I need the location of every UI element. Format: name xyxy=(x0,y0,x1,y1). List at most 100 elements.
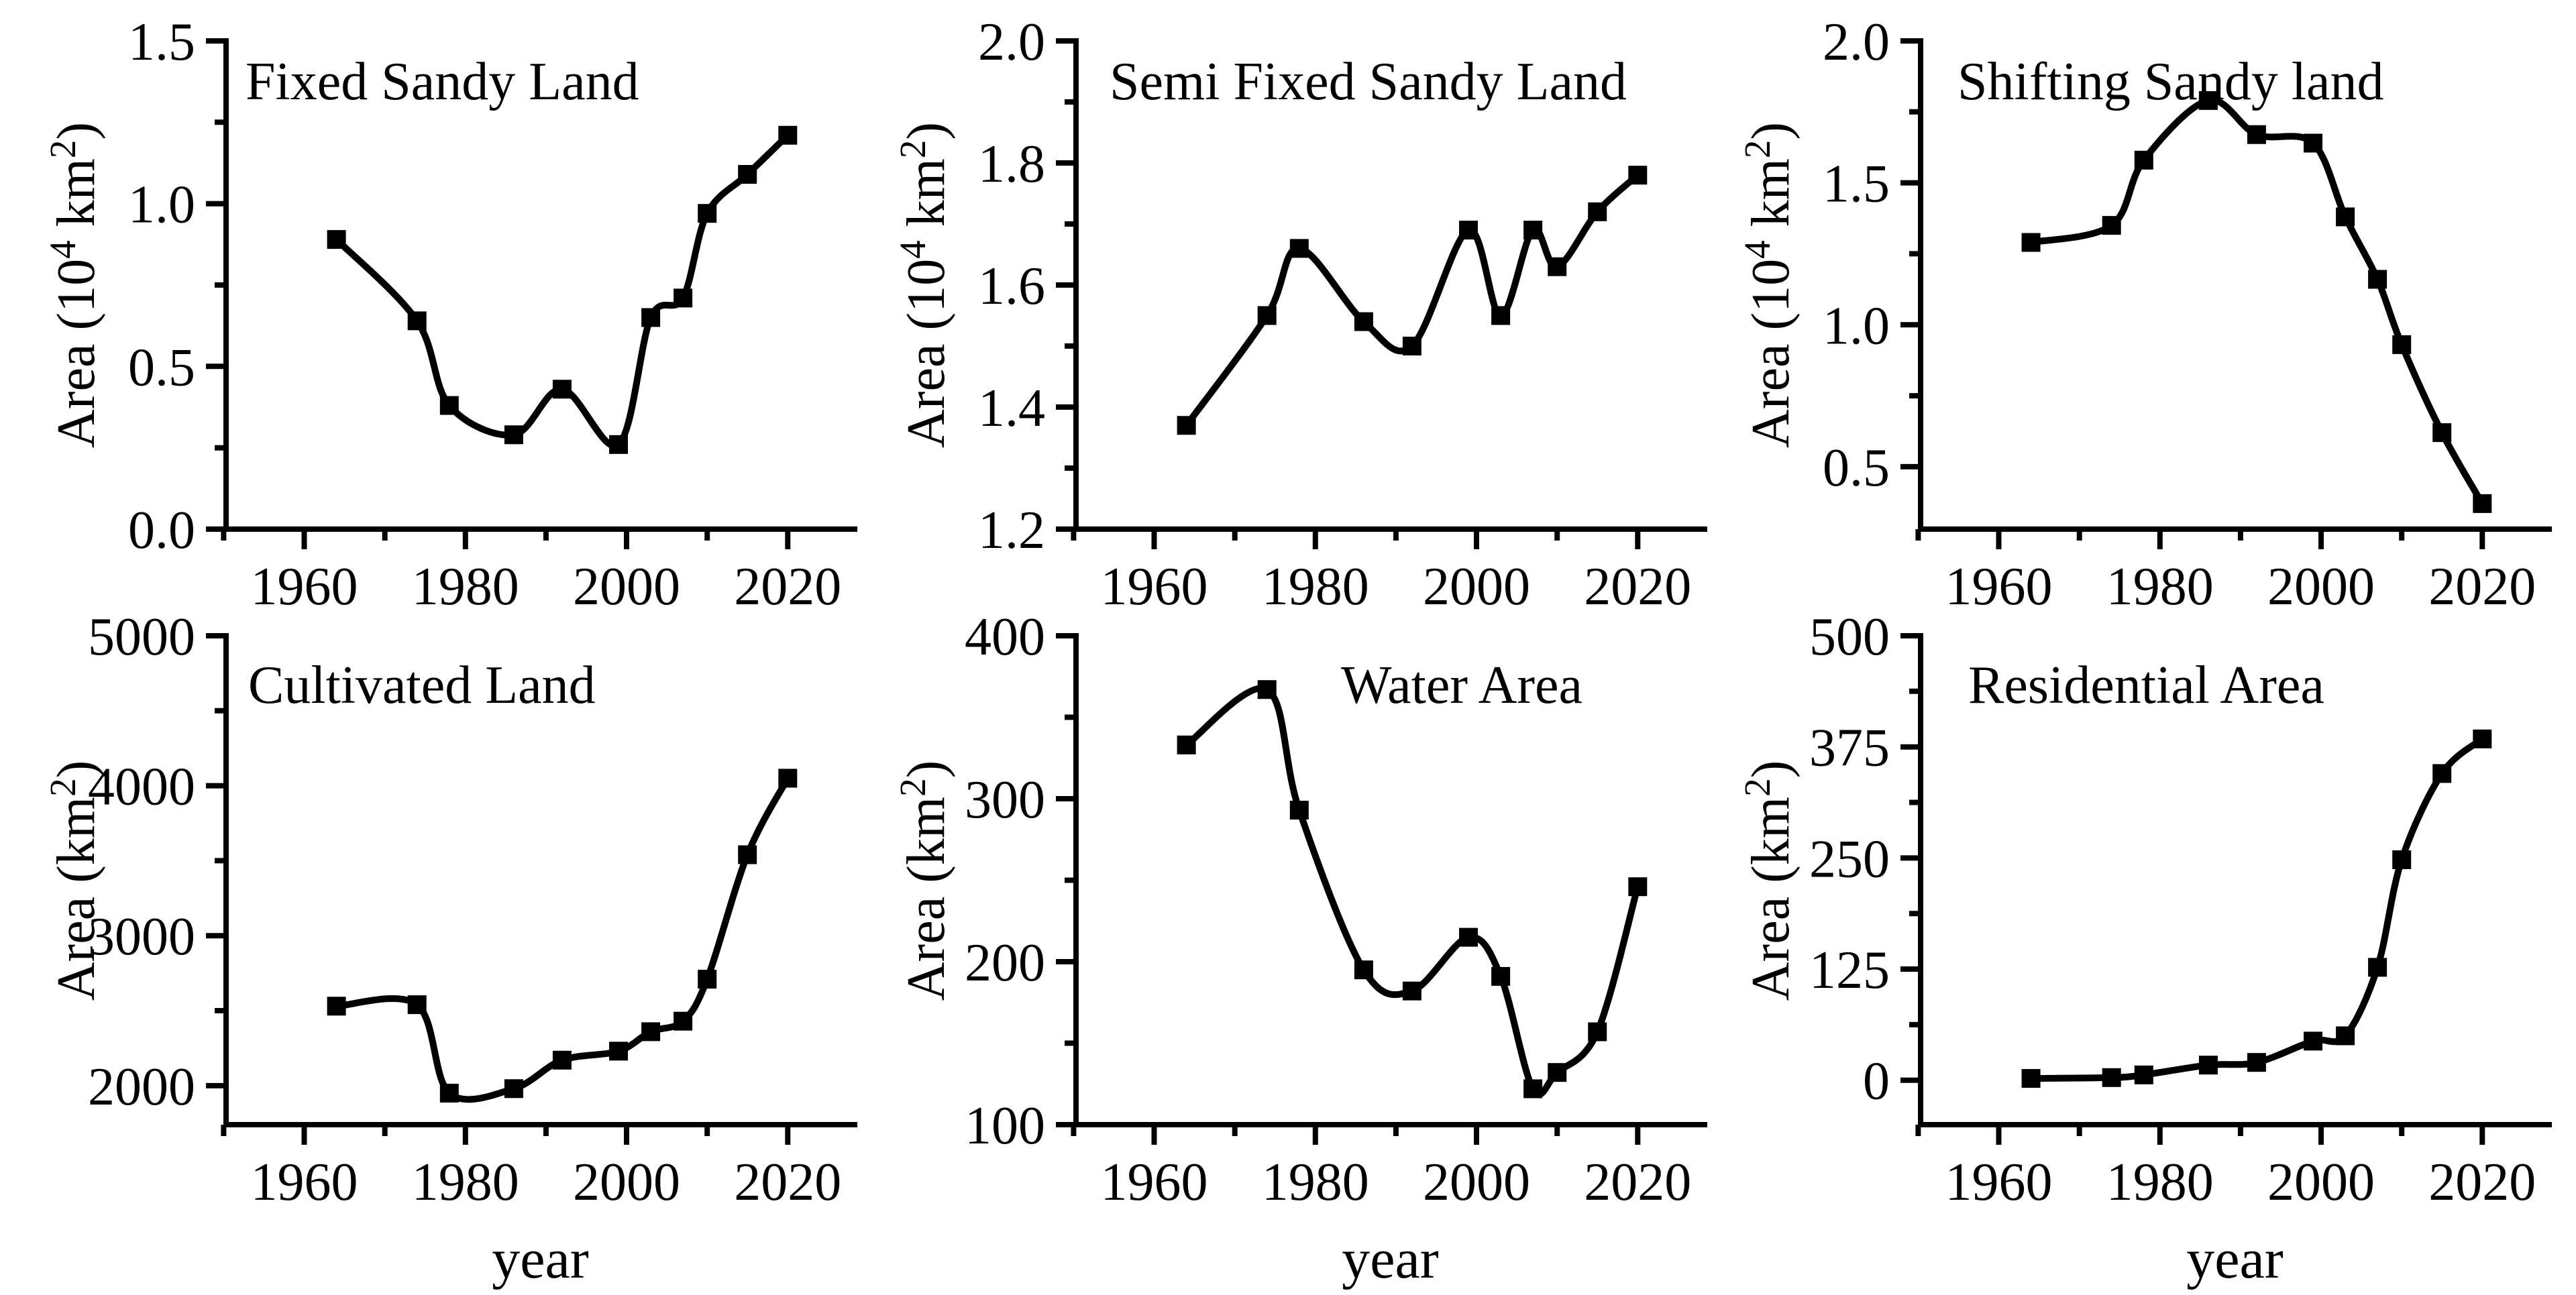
data-point-marker xyxy=(1588,1022,1607,1041)
x-axis-label: year xyxy=(2186,1228,2284,1290)
x-tick-label: 1980 xyxy=(412,557,519,616)
x-tick-label: 2000 xyxy=(573,557,680,616)
y-tick-label: 1.0 xyxy=(128,176,195,235)
data-point-marker xyxy=(1354,960,1373,980)
x-tick-label: 2020 xyxy=(2428,557,2536,616)
x-ticks: 1960 1980 2000 2020 xyxy=(221,529,841,616)
x-axis-label: year xyxy=(492,1228,589,1290)
y-axis-label: Area (km2) xyxy=(892,761,956,1001)
data-point-marker xyxy=(2198,1056,2218,1075)
y-axis-label-superscript: 4 xyxy=(1737,240,1778,259)
y-axis-label-part: Area (10 xyxy=(47,259,106,448)
data-point-marker xyxy=(552,380,572,399)
x-tick-label: 2000 xyxy=(2267,1153,2375,1212)
data-point-marker xyxy=(407,311,427,331)
data-point-marker xyxy=(1628,166,1648,185)
x-tick-label: 1980 xyxy=(2106,557,2214,616)
panel-title: Semi Fixed Sandy Land xyxy=(1110,52,1627,111)
data-point-marker xyxy=(2432,764,2452,783)
y-ticks: 0.0 0.5 1.0 1.5 xyxy=(128,13,226,560)
data-point-marker xyxy=(698,970,717,989)
y-tick-label: 1.4 xyxy=(978,379,1045,438)
x-tick-label: 2020 xyxy=(1584,557,1691,616)
y-axis-label-superscript: 4 xyxy=(892,240,933,259)
y-axis-label-superscript: 4 xyxy=(42,240,83,259)
y-ticks: 1.2 1.4 1.6 1.8 2.0 xyxy=(978,13,1076,560)
panel-title: Shifting Sandy land xyxy=(1957,52,2384,111)
y-axis-label: Area (km2) xyxy=(1737,761,1801,1001)
data-point-marker xyxy=(1459,221,1478,240)
data-point-marker xyxy=(1289,239,1309,258)
data-point-marker xyxy=(1459,927,1478,947)
y-tick-label: 0.5 xyxy=(1823,439,1890,498)
data-point-marker xyxy=(609,1041,628,1061)
data-point-marker xyxy=(439,396,459,415)
x-tick-label: 1960 xyxy=(1101,1153,1208,1212)
data-point-marker xyxy=(2336,1026,2355,1046)
data-point-marker xyxy=(2247,1053,2266,1072)
data-point-marker xyxy=(2473,494,2492,513)
x-tick-label: 2020 xyxy=(734,557,841,616)
data-point-marker xyxy=(2473,729,2492,748)
y-tick-label: 1.5 xyxy=(1823,155,1890,214)
y-axis-label-part: Area (10 xyxy=(1741,259,1801,448)
data-point-marker xyxy=(1588,202,1607,221)
y-axis-label: Area (104 km2) xyxy=(42,122,106,448)
data-point-marker xyxy=(1354,312,1373,331)
panel-residential-area: 0 125 250 375 500 1960 1980 2000 2020 Residential… xyxy=(1737,608,2552,1290)
x-ticks: 1960 1980 2000 2020 xyxy=(1071,1125,1691,1212)
x-tick-label: 2020 xyxy=(1584,1153,1691,1212)
data-point-marker xyxy=(2304,133,2322,153)
y-tick-label: 3000 xyxy=(88,907,195,966)
panel-shifting-sandy-land: 0.5 1.0 1.5 2.0 1960 1980 2000 2020 Shifting San… xyxy=(1737,13,2552,616)
data-point-marker xyxy=(2134,150,2153,170)
panel-title: Residential Area xyxy=(1968,656,2324,715)
y-axis-label-part: Area (km xyxy=(897,797,956,1001)
y-tick-label: 5000 xyxy=(88,608,195,667)
x-tick-label: 1980 xyxy=(1262,557,1369,616)
y-axis-label-part: ) xyxy=(47,761,106,779)
y-axis-label-part: Area (10 xyxy=(897,259,956,448)
data-point-marker xyxy=(2021,1069,2041,1088)
data-point-marker xyxy=(2368,958,2387,977)
data-point-marker xyxy=(552,1050,572,1070)
x-tick-label: 1960 xyxy=(1945,557,2053,616)
data-point-marker xyxy=(1523,221,1543,240)
series-line xyxy=(2027,97,2486,507)
x-ticks: 1960 1980 2000 2020 xyxy=(1915,529,2536,616)
y-axis-label-part: km xyxy=(1741,158,1801,240)
data-point-marker xyxy=(674,288,693,308)
data-point-marker xyxy=(2336,207,2355,227)
y-ticks: 0.5 1.0 1.5 2.0 xyxy=(1823,13,1921,498)
x-tick-label: 1960 xyxy=(1945,1153,2053,1212)
y-axis-label: Area (104 km2) xyxy=(1737,122,1801,448)
y-tick-label: 4000 xyxy=(88,758,195,817)
data-point-marker xyxy=(1177,416,1196,435)
x-tick-label: 1960 xyxy=(251,1153,358,1212)
data-point-marker xyxy=(1177,735,1196,754)
data-point-marker xyxy=(641,308,661,327)
x-tick-label: 2020 xyxy=(734,1153,841,1212)
data-point-marker xyxy=(1548,1063,1567,1082)
data-point-marker xyxy=(1628,877,1648,897)
data-point-marker xyxy=(2368,270,2387,289)
data-point-marker xyxy=(2247,125,2266,144)
y-tick-label: 1.2 xyxy=(978,501,1045,560)
y-tick-label: 0.0 xyxy=(128,501,195,560)
x-tick-label: 2020 xyxy=(2428,1153,2536,1212)
y-tick-label: 200 xyxy=(965,934,1045,993)
data-point-marker xyxy=(1491,306,1511,325)
series-markers xyxy=(2021,91,2492,513)
y-ticks: 0 125 250 375 500 xyxy=(1809,608,1921,1111)
data-point-marker xyxy=(778,769,798,788)
data-point-marker xyxy=(2392,335,2412,354)
y-axis-label-superscript: 2 xyxy=(42,140,83,159)
y-tick-label: 400 xyxy=(965,608,1045,667)
y-axis-label-part: ) xyxy=(1741,122,1801,140)
y-axis-label-part: Area (km xyxy=(1741,797,1801,1001)
y-tick-label: 375 xyxy=(1809,719,1890,778)
data-point-marker xyxy=(1491,966,1511,986)
data-point-marker xyxy=(1289,801,1309,820)
y-tick-label: 125 xyxy=(1809,941,1890,1000)
